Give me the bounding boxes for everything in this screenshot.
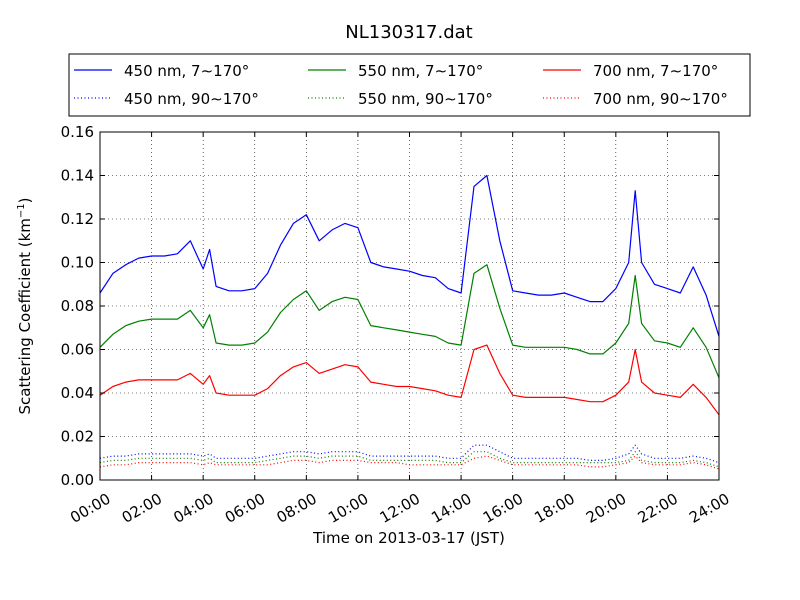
x-tick-label: 14:00	[428, 490, 474, 527]
x-tick-label: 18:00	[531, 490, 577, 527]
x-tick-label: 04:00	[170, 490, 216, 527]
y-tick-label: 0.12	[61, 210, 94, 228]
legend-entry: 450 nm, 7∼170°	[124, 62, 249, 80]
series-layer	[99, 174, 720, 470]
series-line-3	[99, 444, 720, 464]
x-tick-labels: 00:00 02:00 04:00 06:00 08:00 10:00 12:00 14:00…	[67, 490, 732, 527]
x-tick-label: 16:00	[480, 490, 526, 527]
legend-entry: 700 nm, 7∼170°	[593, 62, 718, 80]
legend-entry: 700 nm, 90∼170°	[593, 90, 728, 108]
x-tick-label: 06:00	[222, 490, 268, 527]
y-tick-label: 0.14	[61, 167, 94, 185]
legend-entry: 550 nm, 7∼170°	[358, 62, 483, 80]
y-axis-label-main: Scattering Coefficient (km	[16, 218, 34, 414]
series-line-1	[99, 264, 720, 379]
series-line-0	[99, 174, 720, 337]
y-tick-label: 0.08	[61, 297, 94, 315]
series-line-2	[99, 344, 720, 416]
ticks	[99, 131, 720, 481]
legend-frame	[68, 53, 751, 117]
y-axis-label-sup: −1	[16, 203, 27, 218]
y-tick-label: 0.00	[61, 471, 94, 489]
x-axis-label: Time on 2013-03-17 (JST)	[312, 529, 505, 547]
y-tick-label: 0.02	[61, 428, 94, 446]
legend-entry: 450 nm, 90∼170°	[124, 90, 259, 108]
y-tick-label: 0.06	[61, 341, 94, 359]
x-tick-label: 10:00	[325, 490, 371, 527]
x-tick-label: 22:00	[635, 490, 681, 527]
y-tick-labels: 0.00 0.02 0.04 0.06 0.08 0.10 0.12 0.14 0.16	[61, 123, 94, 489]
y-tick-label: 0.04	[61, 384, 94, 402]
chart-title: NL130317.dat	[345, 22, 472, 43]
x-tick-label: 02:00	[119, 490, 165, 527]
x-tick-label: 20:00	[583, 490, 629, 527]
legend-entry: 550 nm, 90∼170°	[358, 90, 493, 108]
grid	[99, 131, 720, 481]
legend: 450 nm, 7∼170° 550 nm, 7∼170° 700 nm, 7∼17…	[68, 53, 751, 117]
y-axis-label-suffix: )	[16, 197, 34, 203]
y-tick-label: 0.16	[61, 123, 94, 141]
x-tick-label: 08:00	[273, 490, 319, 527]
y-axis-label: Scattering Coefficient (km−1)	[16, 197, 34, 414]
x-tick-label: 24:00	[686, 490, 732, 527]
series-line-5	[99, 455, 720, 470]
x-tick-label: 12:00	[377, 490, 423, 527]
y-tick-label: 0.10	[61, 254, 94, 272]
x-tick-label: 00:00	[67, 490, 113, 527]
series-line-4	[99, 451, 720, 468]
